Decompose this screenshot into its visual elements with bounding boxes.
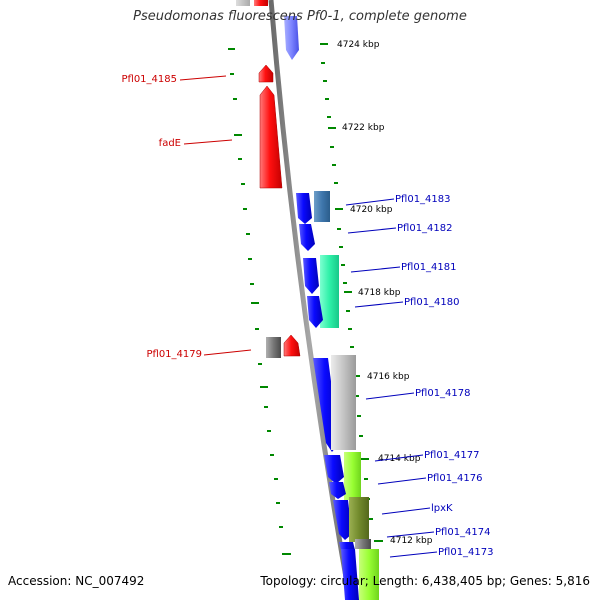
callout-line-lpxk bbox=[381, 507, 431, 515]
gene-label-pfl01-4181[interactable]: Pfl01_4181 bbox=[401, 262, 457, 273]
gene-arrow-lpxk[interactable] bbox=[333, 500, 352, 540]
gene-block-pfl01-4177[interactable] bbox=[344, 452, 361, 500]
gene-block-pfl01-4183[interactable] bbox=[314, 191, 330, 222]
callout-line-pfl01-4179 bbox=[203, 349, 252, 356]
kbp-label-4716: 4716 kbp bbox=[367, 372, 410, 382]
accession-text: Accession: NC_007492 bbox=[8, 574, 145, 588]
callout-line-pfl01-4180 bbox=[354, 301, 404, 308]
gene-arrow-pfl01-4176[interactable] bbox=[329, 482, 346, 499]
kbp-label-4724: 4724 kbp bbox=[337, 40, 380, 50]
callout-line-pfl01-4185 bbox=[179, 75, 227, 81]
gene-arrow-pfl01-4183-strand[interactable] bbox=[296, 193, 312, 224]
gene-arrow-pfl01-4177[interactable] bbox=[324, 455, 344, 484]
gene-label-pfl01-4178[interactable]: Pfl01_4178 bbox=[415, 388, 471, 399]
gene-label-pfl01-4177[interactable]: Pfl01_4177 bbox=[424, 450, 480, 461]
callout-line-pfl01-4173 bbox=[389, 551, 438, 558]
gene-label-lpxk[interactable]: lpxK bbox=[431, 503, 453, 514]
gene-block-pfl01-4181[interactable] bbox=[320, 255, 339, 328]
gene-block-lpxk[interactable] bbox=[349, 497, 369, 542]
gene-arrow-top-forward[interactable] bbox=[284, 16, 299, 60]
genome-title: Pseudomonas fluorescens Pf0-1, complete … bbox=[133, 9, 467, 24]
gene-label-pfl01-4182[interactable]: Pfl01_4182 bbox=[397, 223, 453, 234]
kbp-label-4714: 4714 kbp bbox=[378, 454, 421, 464]
gene-block-pfl01-4173[interactable] bbox=[359, 549, 379, 600]
callout-line-pfl01-4181 bbox=[350, 266, 401, 273]
kbp-label-4722: 4722 kbp bbox=[342, 123, 385, 133]
gene-label-pfl01-4179[interactable]: Pfl01_4179 bbox=[146, 349, 202, 360]
callout-line-pfl01-4177 bbox=[374, 454, 424, 462]
gene-arrow-pfl01-4180[interactable] bbox=[307, 296, 323, 328]
callout-line-pfl01-4178 bbox=[365, 392, 415, 400]
callout-line-pfl01-4182 bbox=[347, 227, 397, 234]
gene-label-pfl01-4183[interactable]: Pfl01_4183 bbox=[395, 194, 451, 205]
gene-arrow-pfl01-4173[interactable] bbox=[341, 549, 359, 600]
gene-label-pfl01-4174[interactable]: Pfl01_4174 bbox=[435, 527, 491, 538]
gene-label-pfl01-4185[interactable]: Pfl01_4185 bbox=[121, 74, 177, 85]
gene-arrow-pfl01-4179[interactable] bbox=[283, 334, 301, 357]
callout-line-pfl01-4183 bbox=[345, 198, 395, 206]
gene-block-pfl01-4174[interactable] bbox=[355, 539, 371, 549]
gene-arrow-pfl01-4182[interactable] bbox=[299, 224, 315, 251]
gene-label-pfl01-4173[interactable]: Pfl01_4173 bbox=[438, 547, 494, 558]
kbp-label-4720: 4720 kbp bbox=[350, 205, 393, 215]
gene-arrow-pfl01-4185[interactable] bbox=[258, 64, 274, 83]
genome-summary-text: Topology: circular; Length: 6,438,405 bp… bbox=[260, 574, 590, 588]
gene-label-pfl01-4180[interactable]: Pfl01_4180 bbox=[404, 297, 460, 308]
gene-label-fade[interactable]: fadE bbox=[159, 138, 181, 149]
callout-line-pfl01-4174 bbox=[386, 531, 435, 538]
gene-top-partial-left[interactable] bbox=[236, 0, 268, 6]
callout-line-pfl01-4176 bbox=[377, 477, 427, 485]
minor-tick-track-outer bbox=[320, 43, 383, 542]
gene-arrow-pfl01-4181[interactable] bbox=[303, 258, 319, 294]
gene-arrow-fade[interactable] bbox=[259, 85, 283, 189]
kbp-label-4718: 4718 kbp bbox=[358, 288, 401, 298]
gene-block-gray-4179[interactable] bbox=[266, 337, 281, 358]
gene-block-pfl01-4178[interactable] bbox=[331, 355, 356, 450]
minor-tick-track-inner bbox=[228, 48, 291, 555]
kbp-label-4712: 4712 kbp bbox=[390, 536, 433, 546]
gene-label-pfl01-4176[interactable]: Pfl01_4176 bbox=[427, 473, 483, 484]
callout-line-fade bbox=[183, 139, 233, 145]
genome-backbone bbox=[268, 0, 353, 600]
